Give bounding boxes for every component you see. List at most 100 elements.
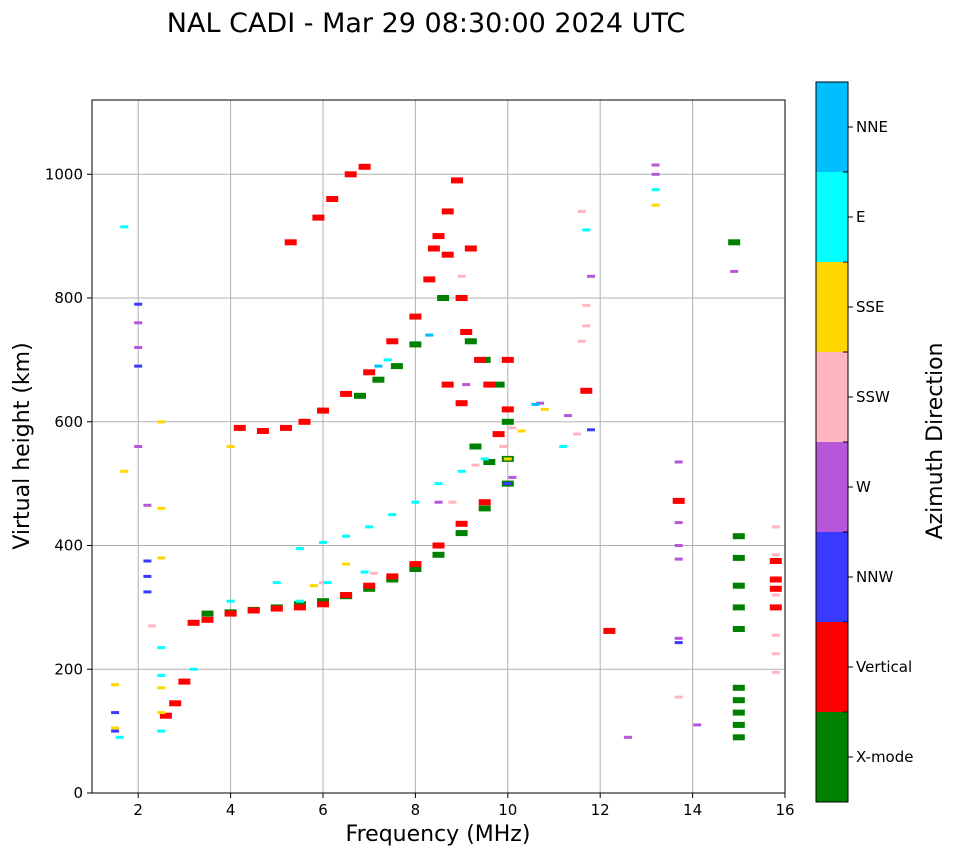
y-tick-label: 1000 [45, 165, 83, 183]
data-point [732, 604, 745, 611]
data-point [295, 599, 304, 603]
data-point [120, 225, 129, 229]
series-ssw [148, 209, 780, 699]
data-point [674, 460, 683, 464]
data-point [280, 424, 292, 431]
data-point [455, 400, 468, 407]
grid-lines [92, 100, 785, 793]
data-point [134, 346, 143, 349]
data-point [226, 599, 235, 603]
data-point [434, 500, 443, 504]
data-point [134, 302, 143, 306]
data-point [769, 604, 782, 611]
data-point [159, 712, 172, 719]
series-sse [111, 203, 660, 730]
x-axis-ticks: 2 4 6 8 10 12 14 16 [133, 793, 795, 819]
data-point [233, 424, 246, 431]
data-point [386, 573, 399, 580]
data-point [363, 585, 376, 592]
y-tick-label: 600 [54, 413, 83, 431]
data-point [501, 356, 514, 363]
data-point [143, 574, 152, 578]
data-point [317, 598, 329, 605]
x-tick-label: 4 [226, 801, 236, 819]
data-point [143, 559, 152, 563]
colorbar-segment [816, 712, 848, 802]
data-point [732, 721, 745, 728]
data-point [501, 406, 514, 413]
data-point [427, 245, 440, 252]
data-point [455, 295, 468, 301]
data-point [365, 525, 374, 529]
series-vertical [159, 163, 782, 719]
plot-frame [91, 99, 786, 794]
data-point [674, 544, 683, 547]
data-point [157, 711, 166, 715]
data-point [732, 709, 745, 716]
data-point [342, 534, 351, 538]
data-point [134, 364, 143, 368]
data-point [536, 401, 545, 405]
data-point [432, 233, 445, 240]
data-point [483, 381, 496, 388]
data-point [226, 445, 235, 448]
data-point [448, 500, 457, 504]
data-point [674, 695, 683, 699]
data-point [157, 646, 166, 650]
data-point [587, 428, 595, 432]
series-x-mode [201, 239, 745, 741]
data-point [411, 500, 420, 504]
data-point [363, 369, 376, 376]
data-point [390, 363, 403, 370]
colorbar-segment [816, 532, 848, 622]
data-point [732, 734, 745, 741]
colorbar-segment [816, 622, 848, 712]
data-point [580, 387, 593, 394]
data-point [771, 633, 780, 637]
colorbar-segment [816, 262, 848, 352]
data-point [651, 163, 660, 167]
y-axis-ticks: 0 200 400 600 800 1000 [45, 165, 92, 802]
data-point [674, 521, 683, 525]
data-point [425, 333, 434, 337]
data-point [148, 624, 157, 628]
data-point [369, 571, 378, 575]
colorbar-label: NNE [856, 118, 888, 136]
data-point [423, 276, 436, 283]
data-point [573, 432, 582, 436]
series-e [115, 188, 660, 739]
data-point [769, 585, 782, 592]
data-point [462, 383, 471, 387]
data-point [340, 390, 353, 397]
data-point [455, 530, 468, 537]
data-point [769, 558, 782, 564]
data-point [323, 581, 332, 585]
data-point [120, 469, 129, 473]
data-point [483, 459, 496, 465]
data-point [437, 295, 450, 301]
data-points [111, 163, 782, 741]
data-point [272, 581, 281, 585]
data-point [478, 499, 491, 506]
colorbar-label: SSE [856, 298, 885, 316]
data-point [674, 557, 683, 561]
y-tick-label: 200 [54, 660, 83, 678]
series-nnw [111, 302, 683, 733]
data-point [178, 678, 191, 685]
x-tick-label: 8 [411, 801, 421, 819]
data-point [441, 381, 454, 388]
data-point [508, 426, 517, 430]
y-tick-label: 400 [54, 537, 83, 555]
colorbar-title: Azimuth Direction [923, 342, 948, 539]
data-point [134, 445, 143, 448]
colorbar: X-mode Vertical NNW W SSW SSE E NNE [815, 81, 913, 803]
data-point [189, 667, 198, 671]
data-point [383, 358, 392, 362]
data-point [587, 274, 595, 278]
data-point [298, 418, 311, 425]
data-point [478, 505, 491, 512]
data-point [409, 313, 422, 320]
data-point [111, 711, 120, 715]
x-tick-label: 10 [498, 801, 517, 819]
data-point [771, 525, 780, 529]
